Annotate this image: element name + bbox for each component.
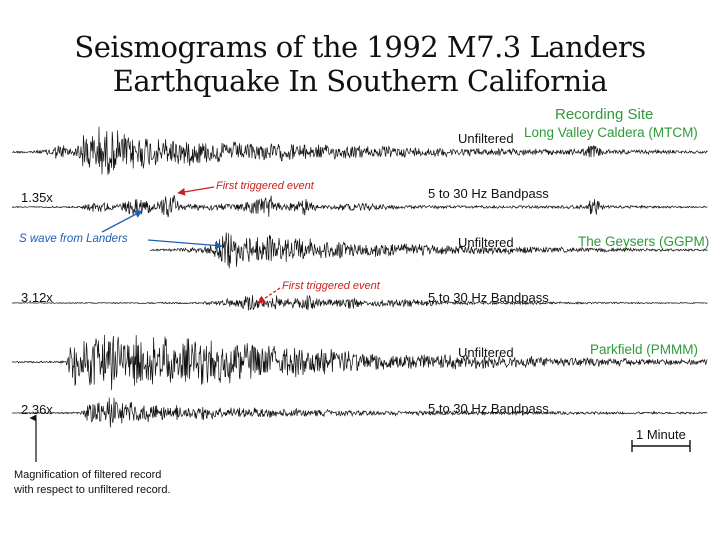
- s-wave-arrow-upper: [101, 210, 143, 233]
- first-triggered-event-label-1: First triggered event: [216, 180, 314, 192]
- figure-title-line-1: Seismograms of the 1992 M7.3 Landers: [74, 30, 646, 64]
- trace-2-filter-label: 5 to 30 Hz Bandpass: [428, 186, 549, 201]
- trace-3-filter-label: Unfiltered: [458, 235, 514, 250]
- s-wave-arrow-lower: [147, 239, 223, 250]
- one-minute-scale-bar: [631, 440, 691, 452]
- seismogram-trace-3: [149, 232, 708, 269]
- trace-2-magnification: 1.35x: [21, 190, 53, 205]
- magnification-note-line-2: with respect to unfiltered record.: [14, 484, 171, 496]
- scale-bar-label: 1 Minute: [636, 427, 686, 442]
- first-triggered-event-label-2: First triggered event: [282, 280, 380, 292]
- site-label-pmmm: Parkfield (PMMM): [590, 342, 699, 357]
- waveform-traces: [11, 126, 708, 428]
- trace-4-filter-label: 5 to 30 Hz Bandpass: [428, 290, 549, 305]
- site-label-ggpm: The Geysers (GGPM): [578, 234, 710, 249]
- trace-1-filter-label: Unfiltered: [458, 131, 514, 146]
- figure-title-line-2: Earthquake In Southern California: [112, 64, 608, 98]
- first-triggered-arrow-1: [177, 186, 215, 196]
- first-triggered-arrow-2: [257, 287, 281, 304]
- seismogram-trace-4: [11, 295, 708, 311]
- s-wave-label: S wave from Landers: [19, 233, 128, 245]
- magnification-note-line-1: Magnification of filtered record: [14, 469, 162, 481]
- trace-6-filter-label: 5 to 30 Hz Bandpass: [428, 401, 549, 416]
- seismogram-trace-6: [11, 397, 708, 428]
- trace-4-magnification: 3.12x: [21, 290, 53, 305]
- seismogram-trace-5: [11, 334, 708, 391]
- recording-site-header: Recording Site: [555, 106, 654, 123]
- trace-5-filter-label: Unfiltered: [458, 345, 514, 360]
- trace-6-magnification: 2.36x: [21, 402, 53, 417]
- site-label-mtcm: Long Valley Caldera (MTCM): [524, 125, 698, 140]
- seismogram-trace-1: [11, 126, 708, 175]
- seismogram-trace-2: [11, 194, 708, 218]
